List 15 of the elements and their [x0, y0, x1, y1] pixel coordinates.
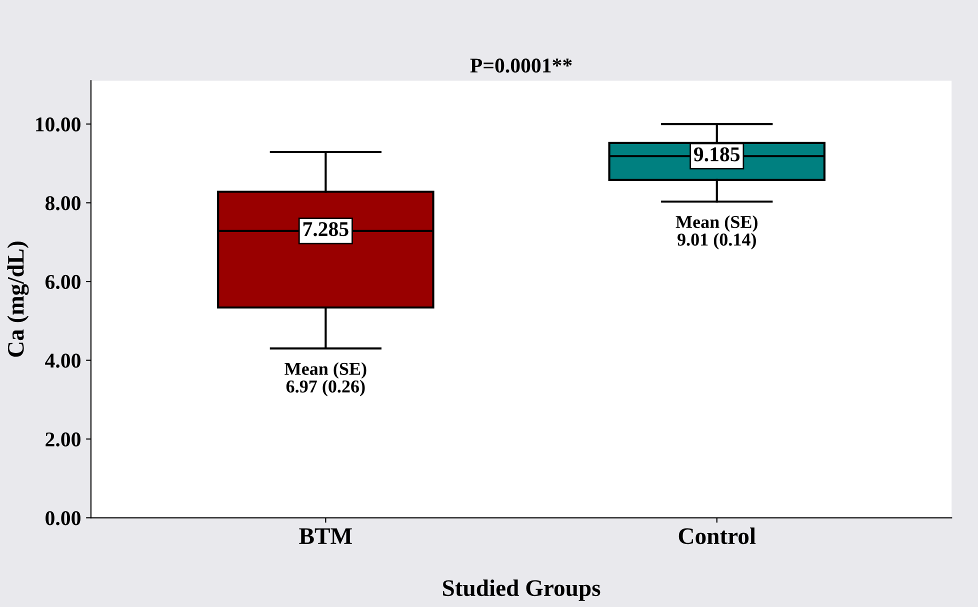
- chart-title: P=0.0001**: [470, 58, 572, 73]
- annotation: Mean (SE) 6.97 (0.26): [284, 362, 366, 396]
- y-tick-label: 8.00: [45, 196, 80, 210]
- y-tick-label: 4.00: [45, 354, 80, 368]
- y-tick-label: 6.00: [45, 274, 80, 290]
- y-tick-label: 2.00: [46, 432, 80, 447]
- x-tick-label: BTM: [299, 528, 352, 544]
- annotation: Mean (SE) 9.01 (0.14): [676, 215, 758, 250]
- x-tick-label: Control: [678, 527, 756, 544]
- y-tick-label: 10.00: [36, 117, 80, 132]
- y-axis-title: Ca (mg/dL): [7, 242, 29, 357]
- annotation: 7.285: [303, 222, 348, 236]
- y-tick-label: 0.00: [46, 511, 80, 526]
- x-axis-title: Studied Groups: [443, 579, 600, 601]
- annotation: 9.185: [694, 147, 740, 162]
